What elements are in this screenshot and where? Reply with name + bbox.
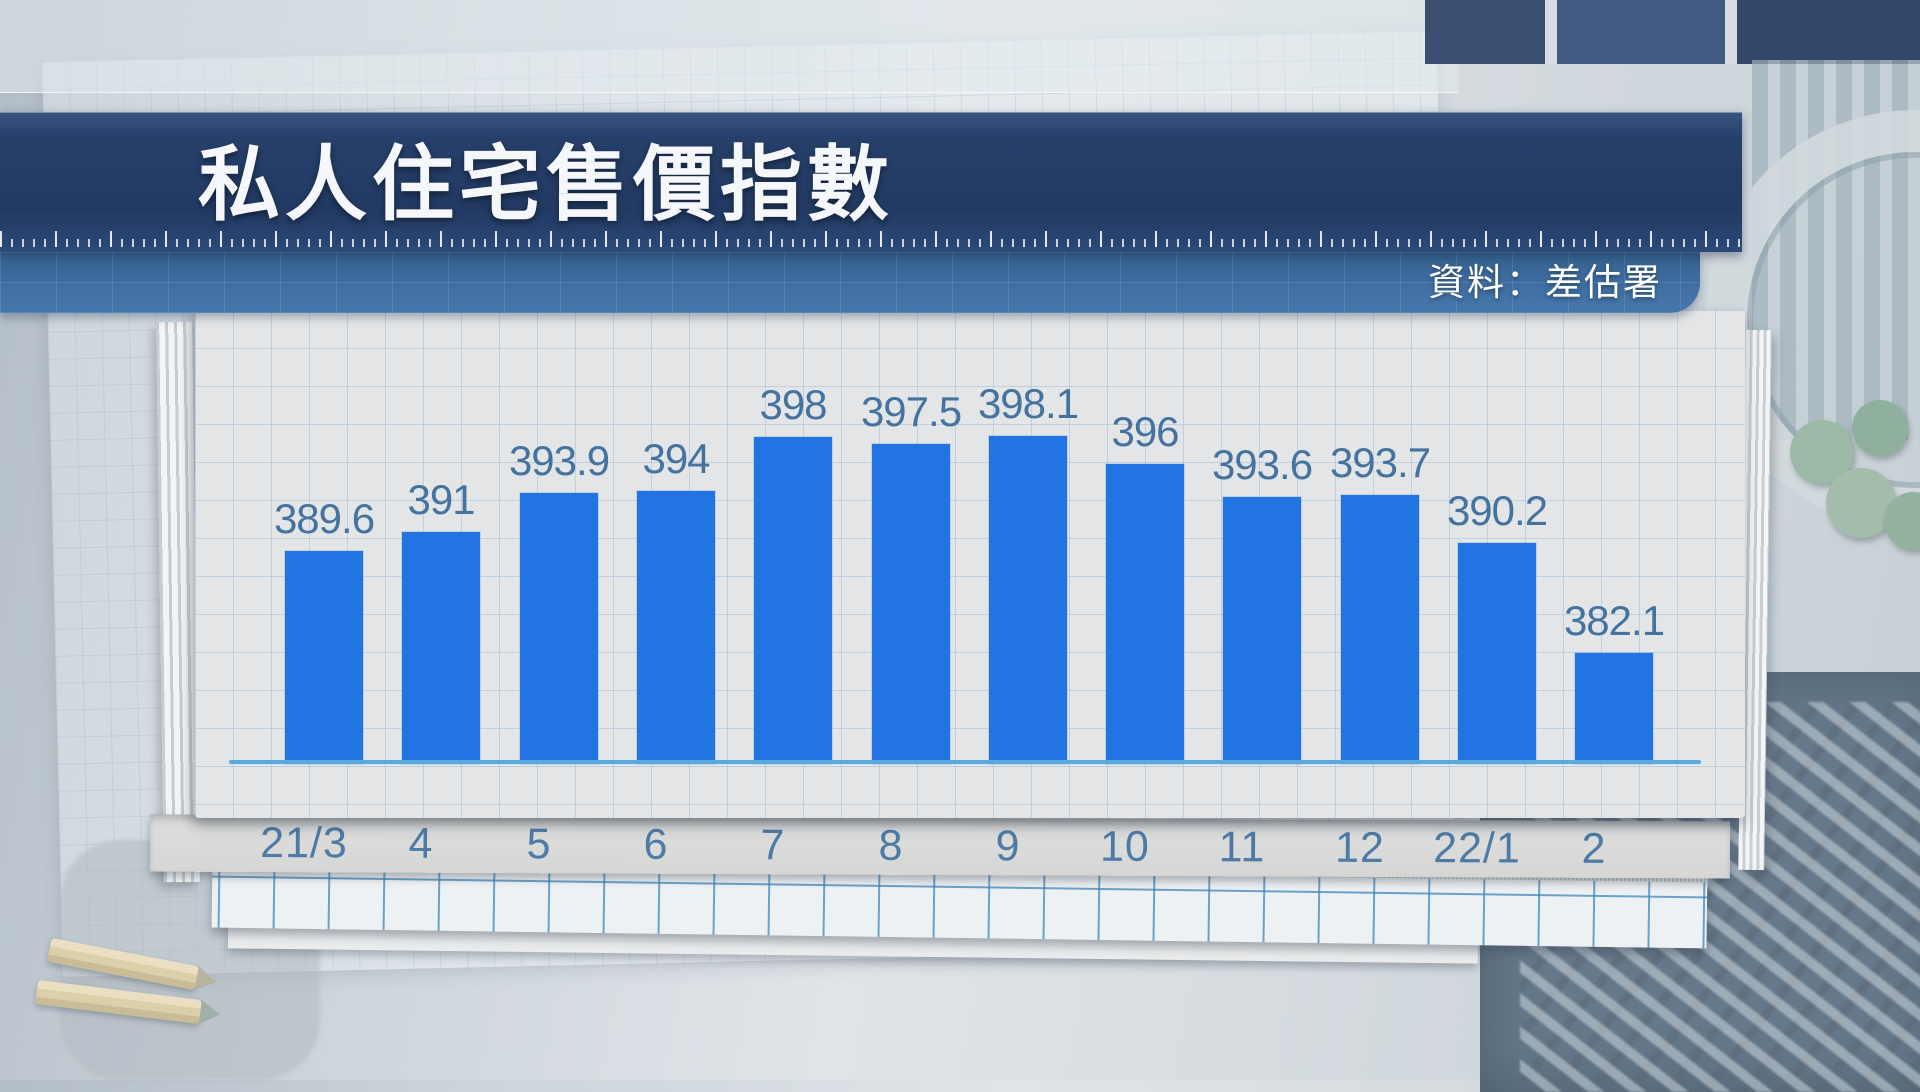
bar (872, 444, 950, 764)
bar (1575, 653, 1653, 764)
axis-label: 8 (878, 821, 904, 870)
bar-value-label: 391 (407, 476, 475, 523)
chart-baseline (229, 760, 1701, 764)
bar (989, 436, 1067, 764)
chart-paper: 389.6 391 393.9 394 398 397.5 398.1 396 393.6 393… (195, 310, 1745, 818)
bar (1223, 497, 1301, 764)
bar-value-label: 394 (642, 435, 710, 482)
bar-value-label: 382.1 (1563, 597, 1665, 644)
bar-value-label: 390.2 (1446, 487, 1548, 534)
cityscape-top-blocks (1425, 0, 1920, 64)
bar (1106, 464, 1184, 764)
axis-label: 2 (1581, 824, 1607, 873)
bar (754, 437, 832, 764)
ruler-ticks (0, 231, 1742, 247)
tree-icon (1852, 400, 1908, 456)
title-bar: 私人住宅售價指數 (0, 112, 1742, 252)
bar (285, 551, 363, 764)
page-title: 私人住宅售價指數 (198, 139, 895, 231)
bar-value-label: 393.9 (508, 437, 610, 484)
axis-label: 21/3 (260, 819, 348, 868)
x-axis-strip: 21/3 4 5 6 7 8 9 10 11 12 22/1 2 (149, 814, 1731, 879)
axis-label: 4 (408, 819, 434, 868)
bar-value-label: 389.6 (273, 495, 375, 542)
axis-label: 11 (1218, 823, 1266, 872)
bar-value-label: 393.6 (1211, 441, 1313, 488)
top-frost-band (0, 0, 1458, 93)
bar-value-label: 398 (759, 381, 827, 428)
bar-value-label: 397.5 (860, 388, 962, 435)
bar (1458, 543, 1536, 764)
axis-label: 12 (1334, 823, 1386, 872)
bar (1341, 495, 1419, 764)
bar (637, 491, 715, 764)
axis-label: 9 (995, 822, 1021, 871)
axis-label: 6 (643, 820, 669, 869)
bar (520, 493, 598, 764)
axis-label: 22/1 (1433, 824, 1521, 873)
axis-label: 7 (760, 821, 786, 870)
bar-value-label: 396 (1111, 408, 1179, 455)
bar (402, 532, 480, 764)
axis-label: 5 (526, 820, 552, 869)
bar-value-label: 398.1 (977, 380, 1079, 427)
bar-value-label: 393.7 (1329, 439, 1431, 486)
axis-label: 10 (1099, 822, 1151, 871)
source-strip: 資料：差估署 (0, 252, 1700, 313)
